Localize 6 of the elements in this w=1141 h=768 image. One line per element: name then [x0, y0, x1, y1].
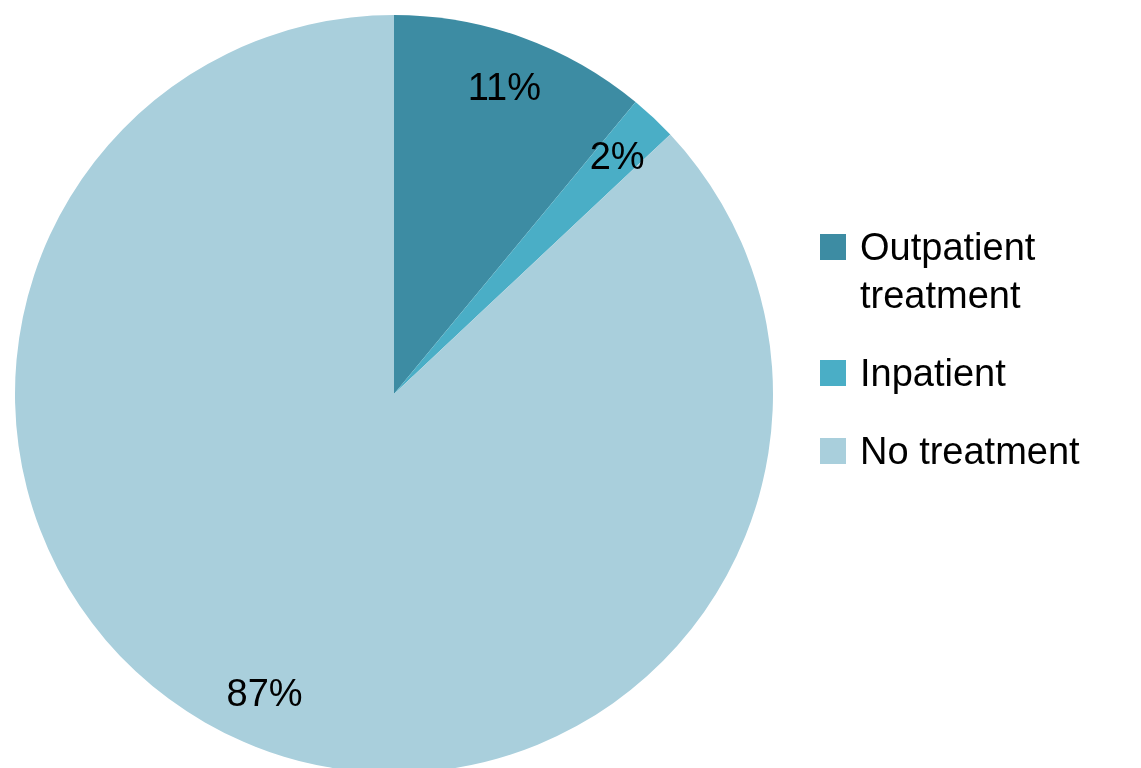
data-label: 11% — [467, 66, 542, 109]
legend-label: No treatment — [860, 429, 1081, 474]
legend-label: Outpatient treatment — [860, 225, 1037, 318]
legend-label: Inpatient — [860, 351, 1007, 396]
data-label: 2% — [589, 135, 645, 178]
data-label: 87% — [226, 672, 303, 715]
